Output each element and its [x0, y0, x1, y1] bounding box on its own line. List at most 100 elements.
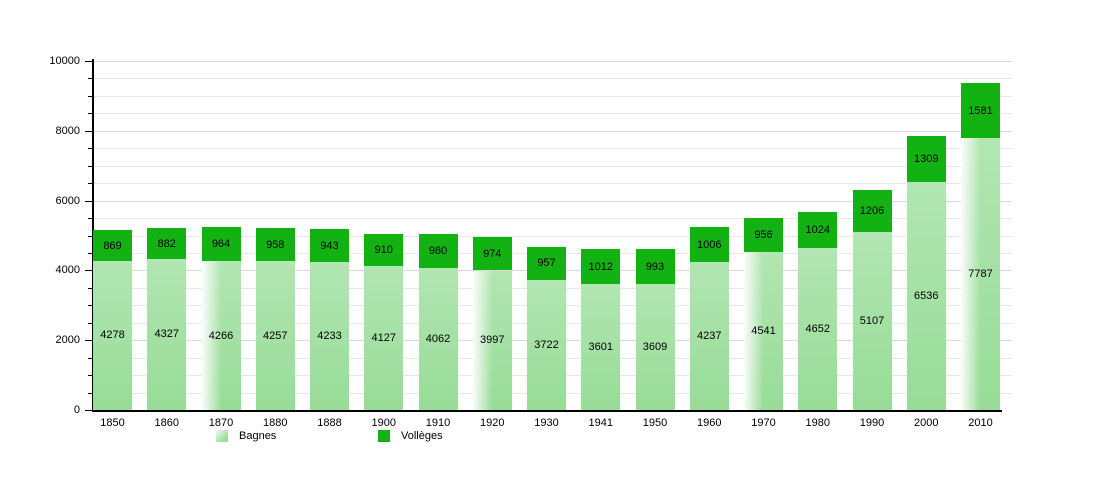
- bar-value-label: 5107: [859, 314, 885, 327]
- gridline: [94, 61, 1012, 62]
- bar-segment-volleges: [93, 230, 132, 261]
- y-tick-label: 4000: [55, 264, 80, 276]
- y-axis-tick: [88, 148, 93, 149]
- bar-segment-volleges: [906, 136, 946, 182]
- x-tick-label: 1970: [751, 417, 776, 429]
- bar-value-label: 1309: [914, 153, 939, 166]
- bar-segment-bagnes: [961, 138, 1000, 410]
- bar-value-label: 1012: [588, 260, 613, 273]
- bar-value-label: 4652: [805, 322, 830, 335]
- legend-label-volleges: Vollèges: [401, 430, 443, 442]
- bar-value-label: 4327: [154, 328, 179, 341]
- gridline: [94, 166, 1012, 167]
- gridline: [94, 78, 1012, 79]
- y-tick-label: 2000: [55, 334, 80, 346]
- bar-segment-volleges: [255, 227, 295, 262]
- bar-segment-volleges: [581, 249, 621, 285]
- x-axis-line: [92, 410, 1002, 412]
- bar-segment-bagnes: [906, 181, 946, 410]
- bar-segment-volleges: [472, 236, 512, 271]
- bar-segment-bagnes: [527, 280, 566, 410]
- gridline: [94, 113, 1012, 114]
- bar-segment-bagnes: [472, 270, 512, 410]
- bar-value-label: 3601: [588, 341, 613, 354]
- bar-segment-volleges: [852, 189, 892, 232]
- bar-segment-volleges: [744, 218, 783, 252]
- x-tick-label: 1850: [100, 417, 125, 429]
- bar-value-label: 4062: [425, 333, 451, 346]
- x-tick-label: 2010: [968, 417, 993, 429]
- gridline: [94, 236, 1012, 237]
- bar-value-label: 1006: [697, 238, 722, 251]
- bar-value-label: 3722: [534, 339, 559, 352]
- x-tick-label: 1900: [371, 417, 396, 429]
- bar-value-label: 4541: [751, 324, 776, 337]
- bar-value-label: 957: [537, 257, 556, 270]
- bar-value-label: 882: [157, 237, 176, 250]
- bar-segment-bagnes: [93, 260, 132, 410]
- bar-segment-bagnes: [418, 268, 458, 410]
- bar-segment-volleges: [798, 211, 838, 248]
- y-axis-tick: [88, 305, 93, 306]
- bar-segment-bagnes: [744, 251, 783, 410]
- bar-value-label: 993: [645, 260, 665, 273]
- bar-value-label: 964: [211, 238, 231, 251]
- x-tick-label: 1930: [534, 417, 559, 429]
- bar-value-label: 958: [266, 238, 285, 251]
- x-tick-label: 1990: [859, 417, 885, 429]
- y-tick-label: 10000: [49, 55, 80, 67]
- bar-segment-bagnes: [581, 284, 621, 410]
- bar-segment-volleges: [310, 229, 349, 263]
- y-axis-tick: [85, 61, 93, 62]
- x-tick-label: 1941: [588, 417, 613, 429]
- y-axis-tick: [88, 393, 93, 394]
- bar-value-label: 980: [428, 245, 448, 258]
- bar-value-label: 4237: [697, 330, 722, 343]
- x-tick-label: 1980: [805, 417, 830, 429]
- y-axis-tick: [85, 201, 93, 202]
- bar-value-label: 956: [754, 228, 773, 241]
- y-axis-tick: [88, 358, 93, 359]
- gridline: [94, 131, 1012, 132]
- y-axis-tick: [85, 410, 93, 411]
- bar-segment-bagnes: [635, 284, 675, 410]
- y-axis-tick: [88, 288, 93, 289]
- bar-segment-bagnes: [689, 262, 729, 410]
- y-axis-tick: [85, 340, 93, 341]
- bar-value-label: 4266: [208, 329, 234, 342]
- bar-value-label: 3609: [642, 341, 668, 354]
- y-axis-tick: [88, 113, 93, 114]
- x-tick-label: 2000: [914, 417, 939, 429]
- x-tick-label: 1860: [154, 417, 179, 429]
- bar-segment-volleges: [147, 228, 187, 259]
- bar-segment-bagnes: [255, 261, 295, 410]
- bar-segment-bagnes: [852, 231, 892, 410]
- y-tick-label: 0: [73, 404, 80, 416]
- y-axis-tick: [88, 253, 93, 254]
- legend-item-bagnes: Bagnes: [216, 429, 276, 443]
- x-tick-label: 1888: [317, 417, 342, 429]
- bar-value-label: 910: [374, 244, 393, 257]
- y-axis-tick: [85, 270, 93, 271]
- bar-value-label: 943: [320, 239, 339, 252]
- y-tick-label: 8000: [55, 125, 80, 137]
- gridline: [94, 201, 1012, 202]
- bar-segment-volleges: [364, 234, 404, 266]
- bar-value-label: 6536: [914, 289, 939, 302]
- bar-segment-volleges: [201, 227, 241, 262]
- bar-value-label: 4278: [100, 329, 125, 342]
- bar-segment-volleges: [689, 227, 729, 263]
- y-axis-tick: [88, 96, 93, 97]
- chart-legend: Bagnes Vollèges: [0, 429, 1100, 449]
- bar-value-label: 7787: [968, 268, 993, 281]
- bar-segment-bagnes: [310, 262, 349, 410]
- y-axis-tick: [88, 375, 93, 376]
- legend-item-volleges: Vollèges: [378, 429, 443, 443]
- y-axis-tick: [88, 166, 93, 167]
- bar-segment-volleges: [418, 234, 458, 269]
- bar-segment-volleges: [635, 249, 675, 285]
- x-tick-label: 1960: [697, 417, 722, 429]
- bar-segment-volleges: [527, 246, 566, 281]
- x-tick-label: 1880: [263, 417, 288, 429]
- bar-value-label: 1206: [859, 204, 885, 217]
